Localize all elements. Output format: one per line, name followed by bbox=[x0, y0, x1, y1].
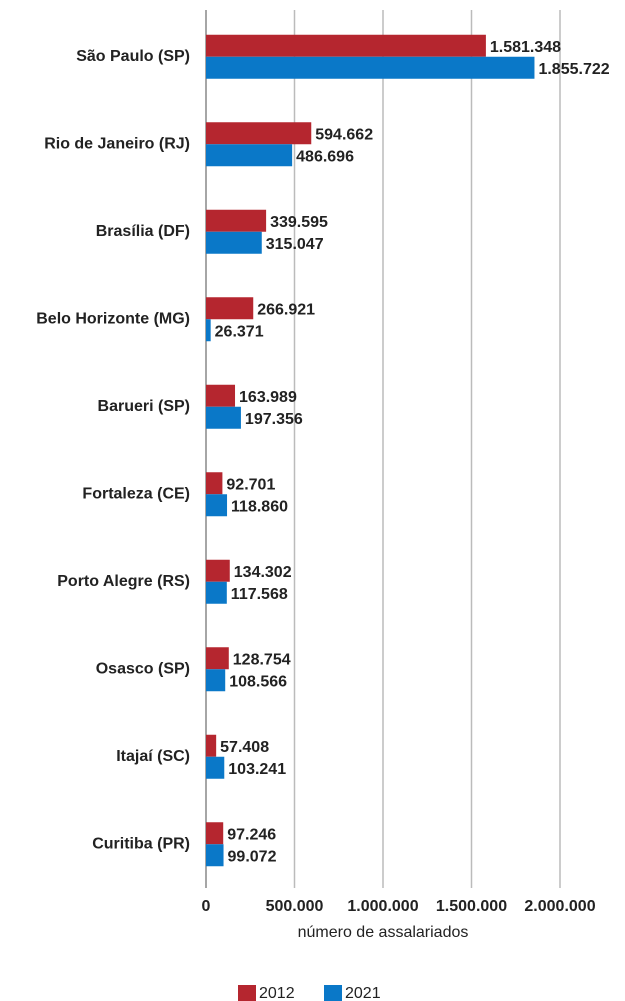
x-axis-label: número de assalariados bbox=[298, 924, 469, 941]
y-tick-label: Osasco (SP) bbox=[96, 660, 190, 677]
value-label: 163.989 bbox=[239, 389, 297, 406]
value-label: 92.701 bbox=[226, 476, 275, 493]
y-tick-label: Barueri (SP) bbox=[98, 398, 190, 415]
bar bbox=[206, 122, 312, 145]
bar bbox=[206, 384, 236, 407]
value-label: 117.568 bbox=[231, 586, 288, 603]
bar bbox=[206, 319, 211, 342]
y-tick-label: Belo Horizonte (MG) bbox=[36, 310, 190, 327]
y-tick-label: Rio de Janeiro (RJ) bbox=[44, 135, 190, 152]
legend-swatch bbox=[238, 985, 256, 1001]
value-label: 108.566 bbox=[229, 673, 287, 690]
x-tick-label: 2.000.000 bbox=[524, 898, 595, 915]
value-label: 594.662 bbox=[315, 126, 373, 143]
x-tick-label: 500.000 bbox=[266, 898, 324, 915]
bar bbox=[206, 669, 226, 692]
value-label: 1.581.348 bbox=[490, 39, 561, 56]
y-tick-label: Porto Alegre (RS) bbox=[57, 573, 190, 590]
legend-swatch bbox=[324, 985, 342, 1001]
bar bbox=[206, 822, 224, 845]
value-label: 486.696 bbox=[296, 148, 354, 165]
value-label: 128.754 bbox=[233, 651, 291, 668]
value-label: 57.408 bbox=[220, 739, 269, 756]
bar bbox=[206, 647, 229, 670]
bar bbox=[206, 209, 267, 232]
bar bbox=[206, 297, 254, 320]
bar bbox=[206, 581, 227, 604]
value-label: 99.072 bbox=[228, 848, 277, 865]
bar bbox=[206, 559, 230, 582]
bar bbox=[206, 494, 228, 517]
value-label: 26.371 bbox=[215, 323, 264, 340]
bar bbox=[206, 34, 486, 57]
legend-label: 2021 bbox=[345, 985, 381, 1001]
value-label: 1.855.722 bbox=[538, 61, 609, 78]
bar bbox=[206, 844, 224, 867]
legend-label: 2012 bbox=[259, 985, 295, 1001]
x-tick-label: 1.000.000 bbox=[347, 898, 418, 915]
x-tick-label: 0 bbox=[202, 898, 211, 915]
y-tick-label: São Paulo (SP) bbox=[76, 48, 190, 65]
value-label: 315.047 bbox=[266, 236, 324, 253]
bar bbox=[206, 734, 217, 757]
bar bbox=[206, 231, 262, 254]
y-tick-label: Curitiba (PR) bbox=[92, 835, 190, 852]
value-label: 339.595 bbox=[270, 214, 328, 231]
value-label: 197.356 bbox=[245, 411, 303, 428]
bar bbox=[206, 144, 293, 167]
value-label: 266.921 bbox=[257, 301, 315, 318]
x-tick-label: 1.500.000 bbox=[436, 898, 507, 915]
y-tick-label: Itajaí (SC) bbox=[116, 748, 190, 765]
y-tick-label: Fortaleza (CE) bbox=[82, 485, 190, 502]
bar bbox=[206, 756, 225, 779]
value-label: 134.302 bbox=[234, 564, 292, 581]
bar bbox=[206, 56, 535, 79]
value-label: 97.246 bbox=[227, 826, 276, 843]
value-label: 103.241 bbox=[228, 761, 286, 778]
bar bbox=[206, 472, 223, 495]
bar bbox=[206, 406, 241, 429]
y-tick-label: Brasília (DF) bbox=[96, 223, 190, 240]
value-label: 118.860 bbox=[231, 498, 288, 515]
